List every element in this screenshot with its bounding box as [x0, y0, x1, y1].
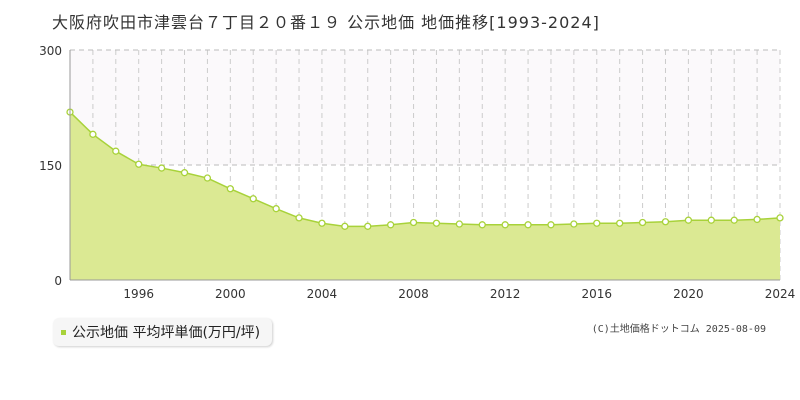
series-area	[70, 112, 780, 280]
data-point	[776, 214, 784, 222]
data-point	[157, 164, 166, 172]
data-point	[89, 130, 97, 138]
x-tick-label: 2000	[215, 287, 246, 301]
data-point	[203, 174, 212, 182]
data-point	[638, 218, 647, 227]
x-tick-label: 1996	[123, 287, 154, 301]
data-point	[409, 218, 418, 227]
y-tick-label: 0	[54, 274, 62, 288]
data-point	[707, 216, 715, 224]
copyright-credit: (C)土地価格ドットコム 2025-08-09	[591, 324, 766, 335]
series-line	[69, 111, 781, 228]
x-tick-label: 2016	[582, 287, 613, 301]
data-point	[478, 221, 486, 229]
data-point	[753, 215, 761, 224]
chart-area: 0 150 300 1996 2000 2004 2008 2012 2016 2020 2024	[39, 44, 796, 301]
data-point	[318, 219, 326, 227]
y-tick-label: 150	[39, 159, 62, 173]
data-point	[112, 147, 120, 155]
data-point	[570, 220, 578, 228]
x-tick-label: 2012	[490, 287, 521, 301]
data-point	[135, 160, 143, 168]
y-tick-label: 300	[39, 44, 62, 58]
data-point	[249, 195, 257, 203]
data-point	[364, 222, 372, 230]
data-point	[730, 216, 738, 224]
data-point	[547, 221, 555, 229]
data-point	[501, 221, 509, 229]
data-point	[616, 219, 624, 227]
legend: 公示地価 平均坪単価(万円/坪)	[53, 318, 273, 346]
data-point	[341, 222, 349, 230]
data-point	[386, 221, 395, 229]
upper-band	[70, 50, 780, 165]
x-tick-label: 2024	[765, 287, 796, 301]
x-tick-label: 2004	[307, 287, 338, 301]
chart-title: 大阪府吹田市津雲台７丁目２０番１９ 公示地価 地価推移[1993-2024]	[52, 13, 600, 32]
data-point	[295, 214, 303, 222]
data-point	[684, 216, 693, 224]
data-point	[226, 185, 234, 193]
data-point	[661, 218, 670, 226]
data-point	[455, 220, 464, 228]
x-tick-label: 2008	[398, 287, 429, 301]
data-point	[593, 219, 601, 227]
legend-label: 公示地価 平均坪単価(万円/坪)	[72, 325, 261, 341]
x-tick-label: 2020	[673, 287, 704, 301]
data-point	[432, 219, 441, 227]
legend-swatch	[61, 329, 66, 335]
data-point	[524, 221, 532, 229]
data-point	[180, 169, 189, 177]
data-point	[272, 205, 280, 213]
